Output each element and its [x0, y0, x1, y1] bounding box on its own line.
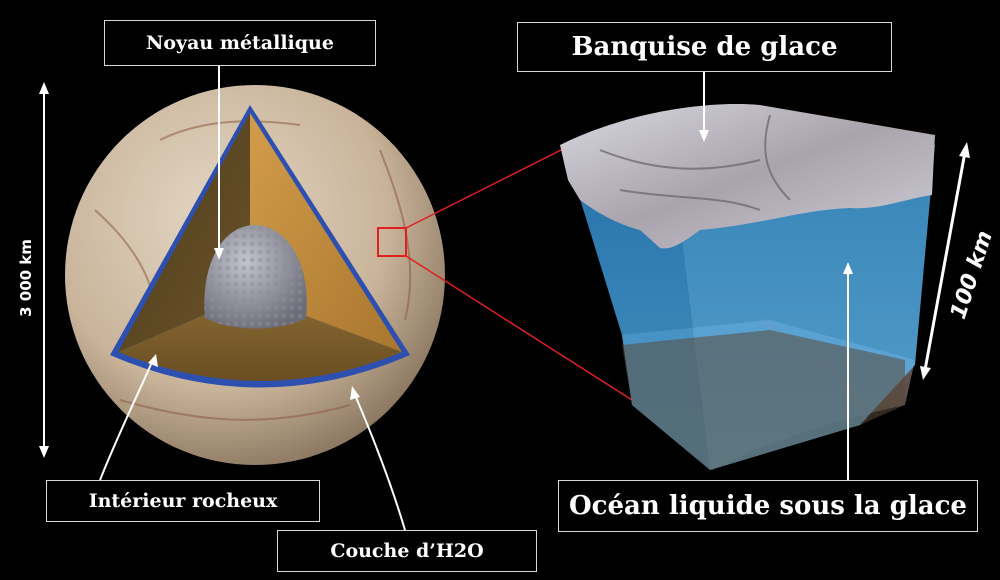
zoom-line-top [405, 147, 566, 229]
ice-ocean-block [560, 104, 935, 470]
metallic-core [204, 225, 307, 329]
label-rocky-interior: Intérieur rocheux [46, 480, 320, 522]
zoom-line-bottom [405, 255, 633, 401]
arrow-interior [99, 361, 153, 481]
dimension-arrows [39, 82, 970, 458]
depth-arrow [923, 151, 967, 371]
label-water-layer: Couche d’H2O [277, 530, 537, 572]
label-diameter: 3 000 km [17, 239, 35, 317]
ice-shelf [560, 104, 935, 249]
surface-cracks [94, 120, 412, 421]
cutaway-floor [118, 295, 402, 381]
seabed-overlay [622, 330, 905, 470]
zoom-box [377, 227, 407, 257]
pointer-arrows [99, 66, 853, 531]
europa-sphere [65, 85, 445, 465]
label-metallic-core: Noyau métallique [104, 20, 376, 66]
ice-cracks [599, 114, 791, 211]
arrow-water-layer [354, 394, 406, 531]
label-ocean: Océan liquide sous la glace [558, 480, 978, 532]
label-ice-shelf: Banquise de glace [517, 22, 892, 72]
